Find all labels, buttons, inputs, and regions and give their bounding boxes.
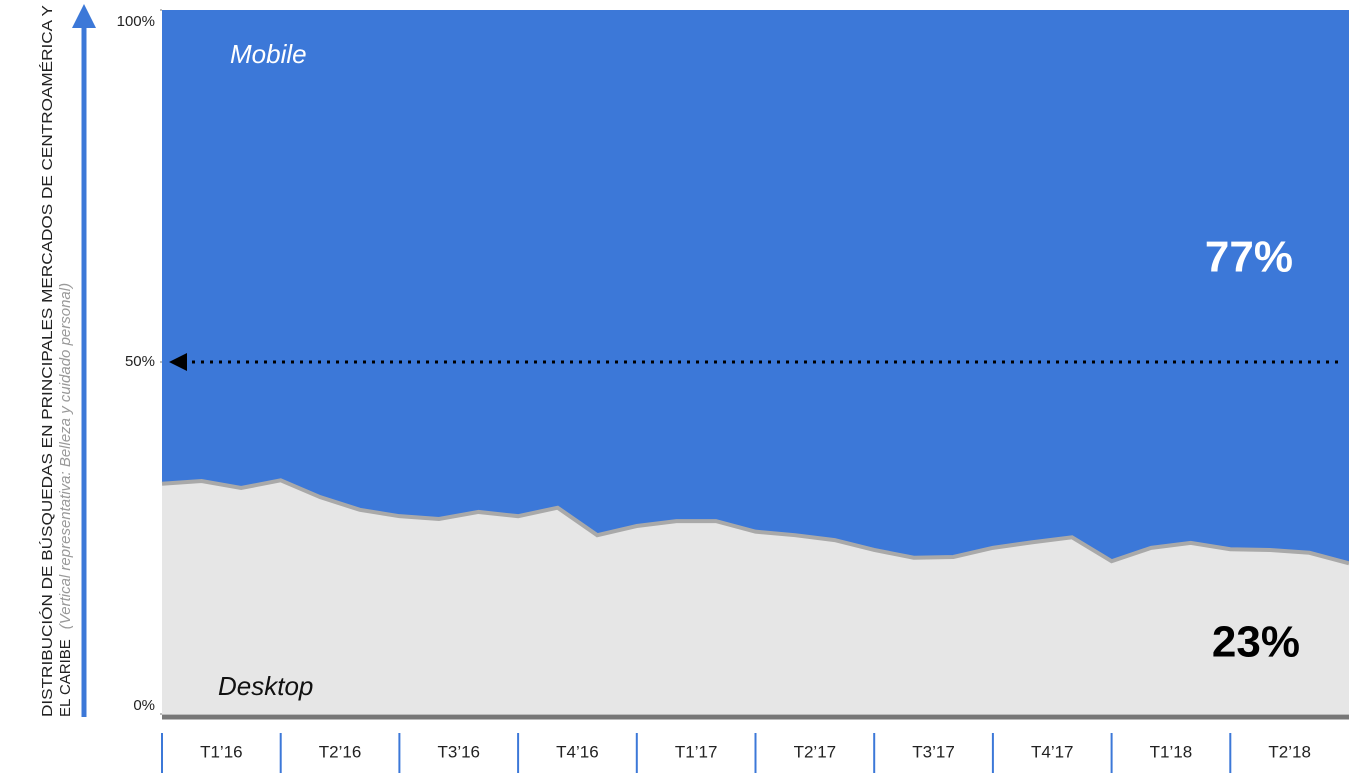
x-tick-label: T4’16 xyxy=(556,742,599,761)
y-axis-label: DISTRIBUCIÓN DE BÚSQUEDAS EN PRINCIPALES… xyxy=(39,5,56,717)
x-tick-label: T2’18 xyxy=(1268,742,1311,761)
desktop-line xyxy=(161,478,1349,566)
series-label: Desktop xyxy=(218,671,313,701)
y-tick-label: 50% xyxy=(125,353,155,370)
area-mobile xyxy=(162,10,1349,564)
x-tick-label: T3’16 xyxy=(437,742,480,761)
x-tick-label: T1’16 xyxy=(200,742,243,761)
y-axis-label: EL CARIBE (Vertical representativa: Belle… xyxy=(57,283,74,717)
x-tick-label: T1’18 xyxy=(1150,742,1193,761)
y-tick-label: 0% xyxy=(133,697,155,714)
plot xyxy=(161,10,1349,714)
x-tick-label: T1’17 xyxy=(675,742,718,761)
y-axis-label-note: (Vertical representativa: Belleza y cuid… xyxy=(57,283,74,629)
series-label: Mobile xyxy=(230,39,307,69)
x-tick-label: T4’17 xyxy=(1031,742,1074,761)
annotation: 77% xyxy=(1205,233,1293,282)
x-tick-label: T2’16 xyxy=(319,742,362,761)
x-tick-label: T2’17 xyxy=(794,742,837,761)
annotation: 23% xyxy=(1212,618,1300,667)
y-tick-label: 100% xyxy=(117,13,155,30)
area-desktop xyxy=(162,480,1349,714)
y-axis-label-line: EL CARIBE xyxy=(57,639,74,717)
x-tick-label: T3’17 xyxy=(912,742,955,761)
y-axis-arrowhead xyxy=(72,4,96,28)
